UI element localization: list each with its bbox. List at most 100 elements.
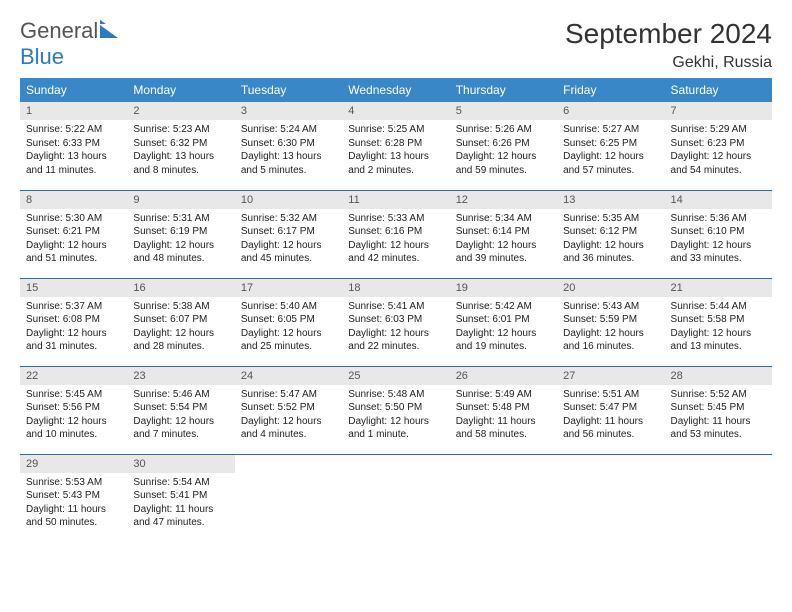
day-meta: Sunrise: 5:33 AMSunset: 6:16 PMDaylight:… (342, 209, 449, 272)
sunrise-text: Sunrise: 5:22 AM (26, 123, 121, 137)
sunset-text: Sunset: 5:48 PM (456, 401, 551, 415)
day-number: 3 (235, 102, 342, 120)
day-number: 29 (20, 455, 127, 473)
calendar-week: 29Sunrise: 5:53 AMSunset: 5:43 PMDayligh… (20, 454, 772, 542)
calendar-day: 4Sunrise: 5:25 AMSunset: 6:28 PMDaylight… (342, 102, 449, 190)
calendar-day: 18Sunrise: 5:41 AMSunset: 6:03 PMDayligh… (342, 278, 449, 366)
daylight-text: Daylight: 12 hours and 42 minutes. (348, 239, 443, 266)
day-meta: Sunrise: 5:49 AMSunset: 5:48 PMDaylight:… (450, 385, 557, 448)
day-meta: Sunrise: 5:30 AMSunset: 6:21 PMDaylight:… (20, 209, 127, 272)
day-number: 20 (557, 279, 664, 297)
sunrise-text: Sunrise: 5:23 AM (133, 123, 228, 137)
sunset-text: Sunset: 6:33 PM (26, 137, 121, 151)
sunrise-text: Sunrise: 5:36 AM (671, 212, 766, 226)
day-meta: Sunrise: 5:42 AMSunset: 6:01 PMDaylight:… (450, 297, 557, 360)
sunset-text: Sunset: 6:25 PM (563, 137, 658, 151)
day-number: 11 (342, 191, 449, 209)
calendar-day: 24Sunrise: 5:47 AMSunset: 5:52 PMDayligh… (235, 366, 342, 454)
weekday-header: Saturday (665, 78, 772, 102)
header: General Blue September 2024 Gekhi, Russi… (20, 18, 772, 72)
weekday-header: Thursday (450, 78, 557, 102)
daylight-text: Daylight: 12 hours and 36 minutes. (563, 239, 658, 266)
daylight-text: Daylight: 13 hours and 5 minutes. (241, 150, 336, 177)
day-meta: Sunrise: 5:45 AMSunset: 5:56 PMDaylight:… (20, 385, 127, 448)
sunrise-text: Sunrise: 5:40 AM (241, 300, 336, 314)
day-meta: Sunrise: 5:22 AMSunset: 6:33 PMDaylight:… (20, 120, 127, 183)
flag-icon (100, 18, 120, 36)
sunset-text: Sunset: 5:50 PM (348, 401, 443, 415)
daylight-text: Daylight: 12 hours and 51 minutes. (26, 239, 121, 266)
day-number: 18 (342, 279, 449, 297)
calendar-day: 12Sunrise: 5:34 AMSunset: 6:14 PMDayligh… (450, 190, 557, 278)
calendar-day: 3Sunrise: 5:24 AMSunset: 6:30 PMDaylight… (235, 102, 342, 190)
daylight-text: Daylight: 11 hours and 47 minutes. (133, 503, 228, 530)
day-meta: Sunrise: 5:24 AMSunset: 6:30 PMDaylight:… (235, 120, 342, 183)
weekday-header: Sunday (20, 78, 127, 102)
day-number: 19 (450, 279, 557, 297)
day-number: 14 (665, 191, 772, 209)
daylight-text: Daylight: 11 hours and 58 minutes. (456, 415, 551, 442)
sunrise-text: Sunrise: 5:29 AM (671, 123, 766, 137)
sunrise-text: Sunrise: 5:43 AM (563, 300, 658, 314)
sunrise-text: Sunrise: 5:25 AM (348, 123, 443, 137)
day-number: 23 (127, 367, 234, 385)
sunset-text: Sunset: 6:23 PM (671, 137, 766, 151)
daylight-text: Daylight: 12 hours and 10 minutes. (26, 415, 121, 442)
sunrise-text: Sunrise: 5:48 AM (348, 388, 443, 402)
daylight-text: Daylight: 12 hours and 59 minutes. (456, 150, 551, 177)
calendar-day: 5Sunrise: 5:26 AMSunset: 6:26 PMDaylight… (450, 102, 557, 190)
sunrise-text: Sunrise: 5:52 AM (671, 388, 766, 402)
day-meta: Sunrise: 5:41 AMSunset: 6:03 PMDaylight:… (342, 297, 449, 360)
sunrise-text: Sunrise: 5:47 AM (241, 388, 336, 402)
sunset-text: Sunset: 6:17 PM (241, 225, 336, 239)
day-meta: Sunrise: 5:29 AMSunset: 6:23 PMDaylight:… (665, 120, 772, 183)
sunset-text: Sunset: 5:41 PM (133, 489, 228, 503)
daylight-text: Daylight: 12 hours and 39 minutes. (456, 239, 551, 266)
calendar-day: 22Sunrise: 5:45 AMSunset: 5:56 PMDayligh… (20, 366, 127, 454)
calendar-day: 30Sunrise: 5:54 AMSunset: 5:41 PMDayligh… (127, 454, 234, 542)
sunrise-text: Sunrise: 5:37 AM (26, 300, 121, 314)
calendar-day: 16Sunrise: 5:38 AMSunset: 6:07 PMDayligh… (127, 278, 234, 366)
calendar-day: 23Sunrise: 5:46 AMSunset: 5:54 PMDayligh… (127, 366, 234, 454)
calendar-day: 15Sunrise: 5:37 AMSunset: 6:08 PMDayligh… (20, 278, 127, 366)
sunset-text: Sunset: 6:08 PM (26, 313, 121, 327)
day-meta: Sunrise: 5:38 AMSunset: 6:07 PMDaylight:… (127, 297, 234, 360)
day-number: 24 (235, 367, 342, 385)
day-meta: Sunrise: 5:31 AMSunset: 6:19 PMDaylight:… (127, 209, 234, 272)
calendar-day: 1Sunrise: 5:22 AMSunset: 6:33 PMDaylight… (20, 102, 127, 190)
day-number: 13 (557, 191, 664, 209)
day-meta: Sunrise: 5:27 AMSunset: 6:25 PMDaylight:… (557, 120, 664, 183)
month-title: September 2024 (565, 18, 772, 50)
daylight-text: Daylight: 12 hours and 16 minutes. (563, 327, 658, 354)
sunrise-text: Sunrise: 5:31 AM (133, 212, 228, 226)
calendar-week: 1Sunrise: 5:22 AMSunset: 6:33 PMDaylight… (20, 102, 772, 190)
day-meta: Sunrise: 5:51 AMSunset: 5:47 PMDaylight:… (557, 385, 664, 448)
sunrise-text: Sunrise: 5:24 AM (241, 123, 336, 137)
daylight-text: Daylight: 12 hours and 7 minutes. (133, 415, 228, 442)
title-block: September 2024 Gekhi, Russia (565, 18, 772, 72)
day-number: 15 (20, 279, 127, 297)
day-meta: Sunrise: 5:46 AMSunset: 5:54 PMDaylight:… (127, 385, 234, 448)
day-number: 9 (127, 191, 234, 209)
sunrise-text: Sunrise: 5:46 AM (133, 388, 228, 402)
calendar-day (665, 454, 772, 542)
calendar-day: 25Sunrise: 5:48 AMSunset: 5:50 PMDayligh… (342, 366, 449, 454)
calendar-day: 27Sunrise: 5:51 AMSunset: 5:47 PMDayligh… (557, 366, 664, 454)
day-number: 21 (665, 279, 772, 297)
sunset-text: Sunset: 6:28 PM (348, 137, 443, 151)
daylight-text: Daylight: 12 hours and 13 minutes. (671, 327, 766, 354)
day-number: 7 (665, 102, 772, 120)
sunrise-text: Sunrise: 5:26 AM (456, 123, 551, 137)
sunrise-text: Sunrise: 5:53 AM (26, 476, 121, 490)
brand-name-part1: General (20, 18, 98, 43)
daylight-text: Daylight: 12 hours and 54 minutes. (671, 150, 766, 177)
day-meta: Sunrise: 5:52 AMSunset: 5:45 PMDaylight:… (665, 385, 772, 448)
weekday-header: Friday (557, 78, 664, 102)
calendar-day: 20Sunrise: 5:43 AMSunset: 5:59 PMDayligh… (557, 278, 664, 366)
daylight-text: Daylight: 11 hours and 50 minutes. (26, 503, 121, 530)
day-number: 22 (20, 367, 127, 385)
calendar-day: 2Sunrise: 5:23 AMSunset: 6:32 PMDaylight… (127, 102, 234, 190)
sunset-text: Sunset: 5:43 PM (26, 489, 121, 503)
day-meta: Sunrise: 5:37 AMSunset: 6:08 PMDaylight:… (20, 297, 127, 360)
calendar-day: 14Sunrise: 5:36 AMSunset: 6:10 PMDayligh… (665, 190, 772, 278)
